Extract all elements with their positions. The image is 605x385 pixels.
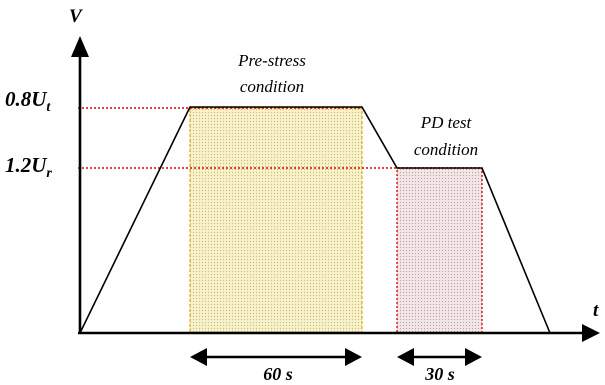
pre-stress-duration-label: 60 s: [263, 364, 293, 384]
x-axis-arrowhead: [582, 324, 600, 342]
pd-test-duration-label: 30 s: [424, 364, 455, 384]
pre-stress-label-line1: Pre-stress: [237, 51, 306, 70]
level-label-base: 1.2U: [5, 153, 48, 177]
pre-stress-region: [189, 107, 363, 334]
pd-test-label-line2: condition: [414, 140, 478, 159]
level-label-subscript: r: [46, 166, 52, 181]
voltage-waveform: [79, 106, 551, 334]
x-axis-label: t: [593, 300, 599, 321]
pre-stress-duration-arrow: [190, 348, 362, 366]
pd-test-duration-arrow: [397, 348, 482, 366]
pd-test-region: [396, 167, 483, 334]
level-label-1-2ur: 1.2Ur: [5, 153, 52, 181]
y-axis-label: V: [69, 6, 83, 27]
level-label-subscript: t: [46, 100, 51, 115]
y-axis-arrowhead: [71, 36, 89, 57]
arrow-head-left: [397, 348, 414, 366]
level-label-base: 0.8U: [5, 87, 48, 111]
arrow-head-right: [465, 348, 482, 366]
arrow-head-left: [190, 348, 207, 366]
pre-stress-label-line2: condition: [240, 77, 304, 96]
arrow-head-right: [345, 348, 362, 366]
level-label-0-8ut: 0.8Ut: [5, 87, 51, 115]
pd-test-label-line1: PD test: [420, 113, 473, 132]
